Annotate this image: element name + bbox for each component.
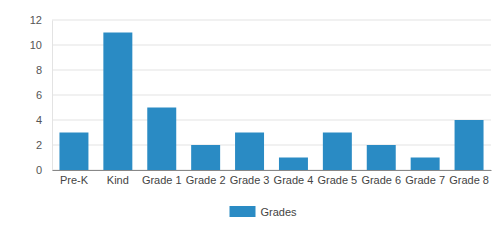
x-axis-line [53,170,492,171]
y-tick: 8 [36,64,52,76]
x-tick-label: Pre-K [60,174,89,186]
y-tick: 2 [36,139,52,151]
bar [191,145,220,170]
bars [59,33,483,171]
bar [147,108,176,171]
x-tick-label: Grade 2 [186,174,226,186]
y-tick: 4 [36,114,52,126]
x-tick: Grade 4 [274,170,314,186]
x-tick-label: Kind [107,174,129,186]
bar [279,158,308,171]
y-tick-label: 8 [36,64,42,76]
x-tick-label: Grade 8 [449,174,489,186]
y-axis-line [52,21,53,171]
x-tick-label: Grade 4 [274,174,314,186]
plot: 0 2 4 6 8 10 12 Pre-K Kind Grade 1 Grade 2 Grade 3 G… [30,14,492,186]
grid-line [52,20,491,21]
bar [411,158,440,171]
y-tick: 0 [36,164,52,176]
y-tick: 10 [30,39,52,51]
x-tick-label: Grade 6 [361,174,401,186]
chart: 0 2 4 6 8 10 12 Pre-K Kind Grade 1 Grade 2 Grade 3 G… [0,0,503,228]
legend-swatch [230,206,256,217]
x-tick: Grade 5 [317,170,357,186]
x-axis: Pre-KKindGrade 1Grade 2Grade 3Grade 4Gra… [53,170,492,186]
bar [367,145,396,170]
bar [235,133,264,171]
y-tick-label: 2 [36,139,42,151]
y-tick-label: 4 [36,114,42,126]
x-tick: Grade 1 [142,170,182,186]
bar [103,33,132,171]
x-tick: Pre-K [60,170,89,186]
x-tick-label: Grade 3 [230,174,270,186]
y-tick: 6 [36,89,52,101]
bar [455,120,484,170]
bar [59,133,88,171]
y-axis: 0 2 4 6 8 10 12 [30,14,53,176]
grid [52,20,491,170]
legend: Grades [230,206,298,218]
x-tick-label: Grade 7 [405,174,445,186]
bar [323,133,352,171]
y-tick-label: 0 [36,164,42,176]
x-tick-label: Grade 5 [317,174,357,186]
x-tick: Grade 3 [230,170,270,186]
x-tick: Grade 6 [361,170,401,186]
y-tick-label: 10 [30,39,42,51]
y-tick-label: 12 [30,14,42,26]
legend-item: Grades [230,206,298,218]
y-tick-label: 6 [36,89,42,101]
x-tick: Kind [107,170,129,186]
x-tick: Grade 8 [449,170,489,186]
legend-label: Grades [261,206,298,218]
x-tick: Grade 7 [405,170,445,186]
x-tick-label: Grade 1 [142,174,182,186]
y-tick: 12 [30,14,52,26]
x-tick: Grade 2 [186,170,226,186]
